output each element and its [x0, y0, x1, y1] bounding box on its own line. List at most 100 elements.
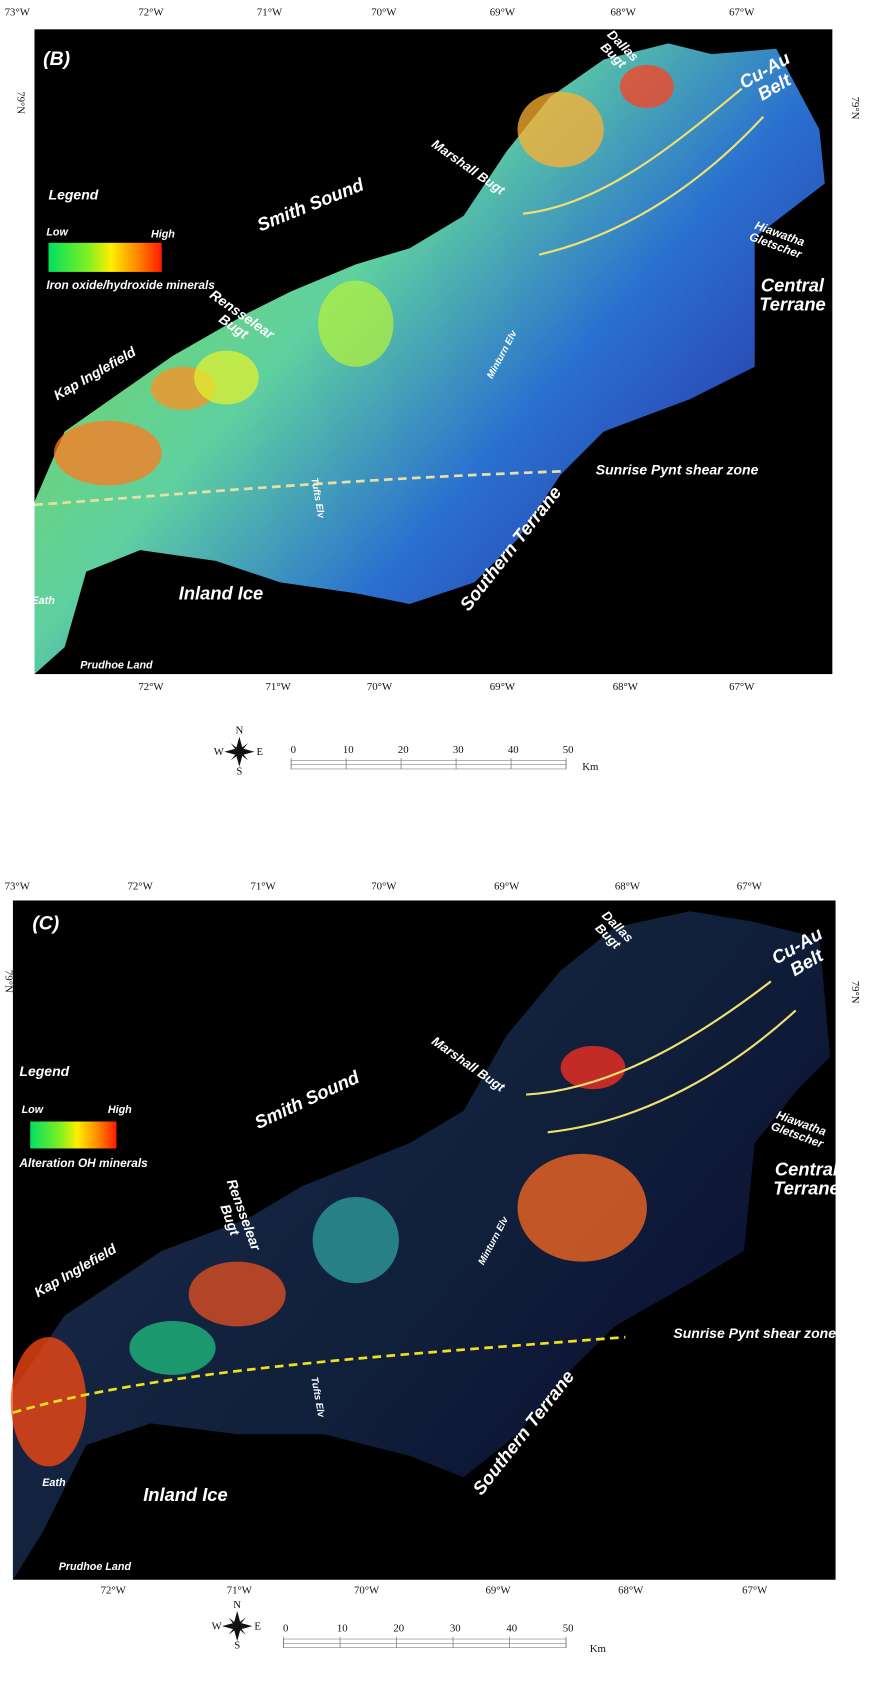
latitude-label: 79°N	[849, 981, 861, 1004]
anomaly	[53, 420, 162, 486]
longitude-label: 72°W	[101, 1585, 127, 1597]
place-label-line: Sunrise Pynt shear zone	[596, 462, 759, 478]
scale-tick-label: 10	[337, 1622, 348, 1634]
longitude-label: 69°W	[490, 681, 516, 693]
legend-low: Low	[22, 1104, 44, 1116]
longitude-label: 68°W	[613, 681, 639, 693]
belt-line	[538, 115, 765, 256]
place-label-line: Central	[775, 1158, 839, 1179]
scale-unit: Km	[590, 1643, 607, 1655]
scale-unit: Km	[582, 761, 599, 773]
scale-tick-label: 40	[506, 1622, 517, 1634]
scale-tick-label: 50	[563, 1622, 574, 1634]
longitude-label: 70°W	[367, 681, 393, 693]
scale-tick-label: 20	[398, 744, 409, 756]
longitude-label: 71°W	[250, 881, 276, 893]
anomaly	[517, 1153, 647, 1262]
anomaly	[318, 280, 394, 367]
place-label: Eath	[42, 1477, 66, 1489]
map-panel: 73°W 72°W 71°W 70°W 69°W 68°W 67°W 72°W 71°W 70°W…	[5, 6, 861, 777]
legend-caption: Iron oxide/hydroxide minerals	[46, 278, 215, 292]
place-label: Inland Ice	[143, 1484, 227, 1505]
panel-label: (B)	[43, 48, 70, 70]
longitude-label: 67°W	[742, 1585, 768, 1597]
place-label-line: Prudhoe Land	[80, 660, 153, 672]
compass-letter: S	[234, 1640, 240, 1652]
anomaly	[560, 1046, 626, 1090]
longitude-label: 73°W	[5, 6, 31, 18]
longitude-label: 70°W	[371, 881, 397, 893]
place-label-line: Central	[761, 274, 825, 295]
anomaly	[129, 1320, 216, 1375]
panel-label: (C)	[32, 913, 59, 935]
longitude-label: 71°W	[257, 6, 283, 18]
compass-letter: S	[236, 765, 242, 777]
map-panel: 73°W 72°W 71°W 70°W 69°W 68°W 67°W 72°W 71°W 70°W…	[2, 881, 860, 1655]
longitude-label: 67°W	[729, 6, 755, 18]
compass-rose	[224, 736, 255, 767]
compass-letter: W	[214, 746, 225, 758]
place-label-line: Inland Ice	[143, 1484, 227, 1505]
legend-high: High	[108, 1104, 132, 1116]
longitude-label: 72°W	[138, 681, 164, 693]
place-label: Sunrise Pynt shear zone	[596, 462, 759, 478]
longitude-label: 71°W	[266, 681, 292, 693]
legend-caption: Alteration OH minerals	[18, 1156, 148, 1170]
compass-letter: E	[257, 746, 264, 758]
legend-title: Legend	[49, 187, 99, 203]
compass-letter: N	[235, 724, 243, 736]
latitude-label: 79°N	[849, 97, 861, 120]
compass-rose	[222, 1610, 253, 1642]
place-label: Sunrise Pynt shear zone	[673, 1325, 836, 1341]
legend-high: High	[151, 228, 175, 240]
study-area	[12, 911, 831, 1580]
color-bar	[48, 242, 162, 272]
longitude-label: 70°W	[371, 6, 397, 18]
study-area	[34, 43, 825, 675]
place-label-line: Eath	[31, 595, 55, 607]
longitude-label: 72°W	[128, 881, 154, 893]
compass-letter: N	[233, 1599, 241, 1611]
longitude-label: 68°W	[618, 1585, 644, 1597]
place-label: Eath	[31, 595, 55, 607]
scale-tick-label: 30	[450, 1622, 461, 1634]
longitude-label: 72°W	[138, 6, 164, 18]
compass-letter: E	[254, 1620, 261, 1632]
place-label: Prudhoe Land	[80, 660, 153, 672]
longitude-label: 73°W	[5, 881, 31, 893]
place-label-line: Terrane	[773, 1178, 840, 1199]
place-label-line: Sunrise Pynt shear zone	[673, 1325, 836, 1341]
scale-tick-label: 0	[283, 1622, 288, 1634]
scale-tick-label: 50	[563, 744, 574, 756]
legend-low: Low	[46, 226, 68, 238]
place-label: Prudhoe Land	[59, 1561, 132, 1573]
longitude-label: 70°W	[354, 1585, 380, 1597]
legend-title: Legend	[19, 1063, 69, 1079]
longitude-label: 68°W	[611, 6, 637, 18]
color-bar	[30, 1121, 117, 1149]
place-label: Central Terrane	[759, 274, 826, 314]
longitude-label: 69°W	[494, 881, 520, 893]
longitude-label: 71°W	[227, 1585, 253, 1597]
scale-tick-label: 10	[343, 744, 354, 756]
belt-line	[526, 980, 772, 1096]
anomaly	[517, 91, 604, 168]
latitude-label: 79°N	[14, 91, 26, 114]
scale-tick-label: 0	[291, 744, 296, 756]
place-label-line: Inland Ice	[179, 583, 263, 604]
scale-tick-label: 40	[508, 744, 519, 756]
place-label: Inland Ice	[179, 583, 263, 604]
place-label: Central Terrane	[773, 1158, 840, 1198]
shear-zone	[12, 1335, 626, 1414]
longitude-label: 67°W	[729, 681, 755, 693]
longitude-label: 68°W	[615, 881, 641, 893]
anomaly	[619, 64, 674, 109]
latitude-label: 79°N	[2, 970, 14, 993]
place-label-line: Prudhoe Land	[59, 1561, 132, 1573]
longitude-label: 69°W	[490, 6, 516, 18]
anomaly	[188, 1261, 286, 1327]
anomaly	[10, 1337, 87, 1467]
belt-line	[522, 87, 743, 215]
belt-line	[547, 1009, 797, 1134]
